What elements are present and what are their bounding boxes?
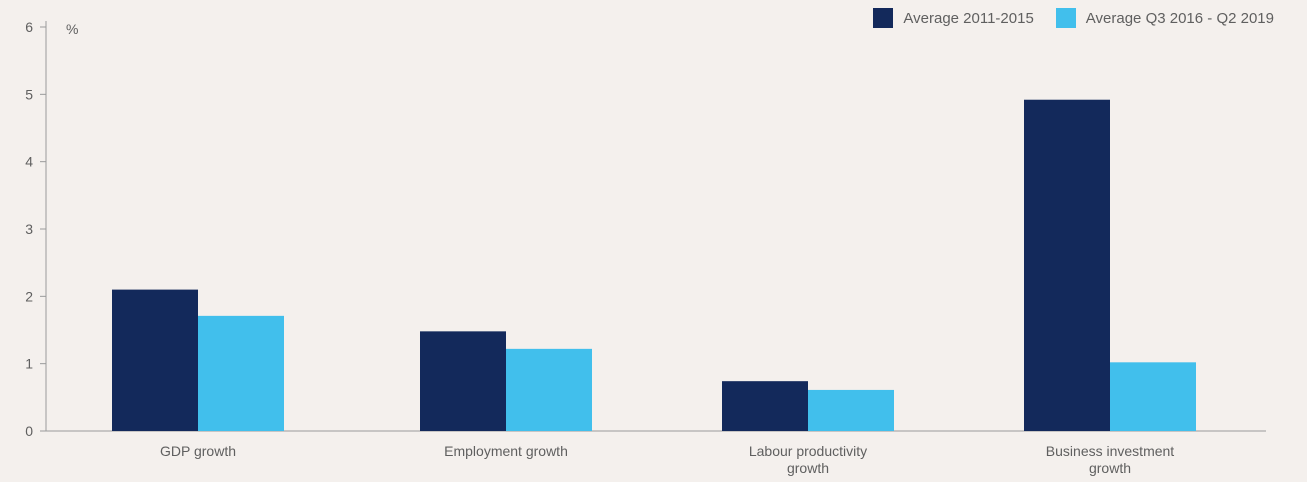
y-tick-label-0: 0 [25, 423, 33, 439]
x-category-label-4-line-1: Business investment [1046, 443, 1175, 459]
legend-item-series-2: Average Q3 2016 - Q2 2019 [1055, 8, 1274, 28]
y-tick-label-2: 2 [25, 288, 33, 304]
legend-swatch-series-1 [873, 8, 894, 28]
legend-swatch-series-2 [1055, 8, 1076, 28]
bar-series-1-cat-2 [420, 331, 506, 431]
legend-item-series-1: Average 2011-2015 [873, 8, 1034, 28]
bar-series-1-cat-4 [1024, 99, 1110, 431]
x-category-label-3-line-1: Labour productivity [749, 443, 867, 459]
x-category-label-4-line-2: growth [1089, 460, 1131, 476]
legend-label-series-2: Average Q3 2016 - Q2 2019 [1085, 9, 1274, 27]
bar-series-2-cat-2 [506, 348, 592, 431]
legend: Average 2011-2015 Average Q3 2016 - Q2 2… [851, 8, 1274, 28]
x-category-label-1-line-1: GDP growth [160, 443, 236, 459]
y-tick-label-3: 3 [25, 221, 33, 237]
x-category-label-3-line-2: growth [787, 460, 829, 476]
x-category-label-3: Labour productivity growth [749, 443, 867, 476]
y-tick-label-1: 1 [25, 356, 33, 372]
y-tick-label-6: 6 [25, 19, 33, 35]
x-category-label-2-line-1: Employment growth [444, 443, 568, 459]
bar-series-2-cat-1 [198, 315, 284, 431]
x-category-label-2: Employment growth [444, 443, 568, 459]
bar-series-2-cat-4 [1110, 362, 1196, 431]
bar-series-1-cat-1 [112, 289, 198, 431]
x-category-label-1: GDP growth [160, 443, 236, 459]
bar-series-2-cat-3 [808, 389, 894, 431]
y-tick-label-5: 5 [25, 86, 33, 102]
bar-series-1-cat-3 [722, 381, 808, 431]
legend-label-series-1: Average 2011-2015 [903, 9, 1034, 27]
x-category-label-4: Business investment growth [1046, 443, 1175, 476]
y-unit-label: % [66, 21, 78, 37]
y-tick-label-4: 4 [25, 154, 33, 170]
